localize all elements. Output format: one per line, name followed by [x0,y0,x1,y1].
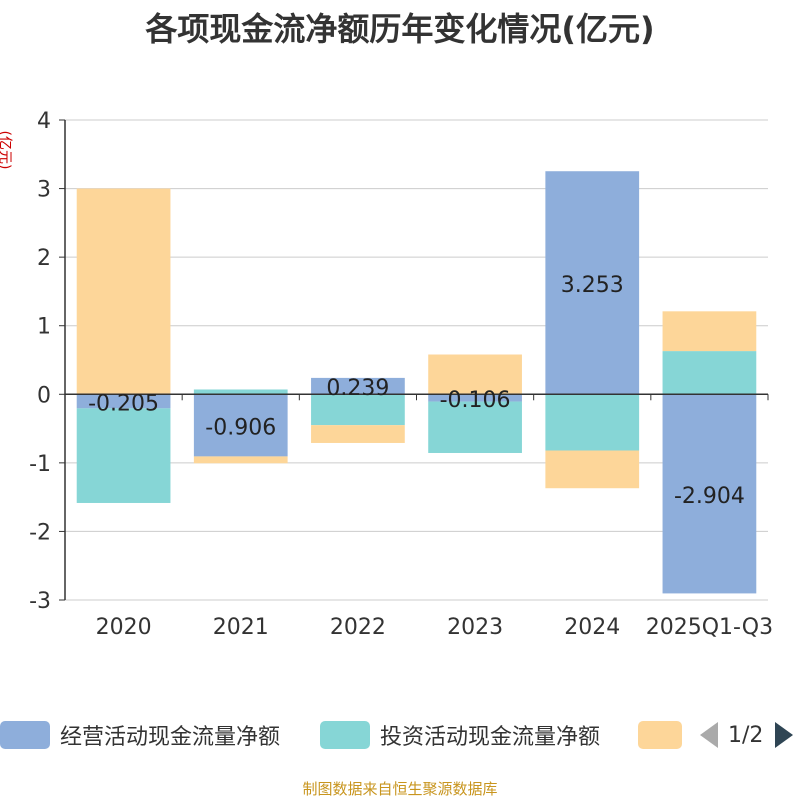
x-tick-label: 2022 [330,615,386,640]
bar-series-2-2021 [193,456,288,464]
x-tick-label: 2020 [96,615,152,640]
legend-swatch-operating [0,721,50,749]
chart-title: 各项现金流净额历年变化情况(亿元) [145,10,655,48]
data-label-2020: -0.205 [88,391,159,416]
bar-series-0-2024 [545,171,640,395]
bar-series-2-2025Q1-Q3 [662,311,757,352]
y-tick-label: -3 [29,589,51,614]
bar-series-1-2020 [76,408,171,503]
y-tick-label: 3 [37,178,51,203]
bar-series-2-2024 [545,450,640,489]
legend-item-operating[interactable]: 经营活动现金流量净额 [0,715,280,755]
data-source-note: 制图数据来自恒生聚源数据库 [302,780,498,798]
data-label-2025Q1-Q3: -2.904 [674,484,745,509]
x-tick-label: 2025Q1-Q3 [646,615,773,640]
y-tick-label: 0 [37,383,51,408]
y-tick-label: 1 [37,315,51,340]
legend-swatch-investing [320,721,370,749]
y-tick-label: -2 [29,520,51,545]
bar-series-2-2022 [311,425,405,443]
x-tick-label: 2024 [564,615,620,640]
y-tick-label: -1 [29,452,51,477]
legend-swatch-financing [638,721,682,749]
legend-prev-page-icon[interactable] [700,722,718,748]
legend-next-page-icon[interactable] [775,722,794,748]
bar-series-0-2021 [193,394,288,457]
data-label-2023: -0.106 [440,388,511,413]
bar-series-0-2022 [311,377,405,395]
x-tick-label: 2021 [213,615,269,640]
bar-series-2-2023 [428,354,522,395]
data-label-2021: -0.906 [205,415,276,440]
x-tick-label: 2023 [447,615,503,640]
bar-series-2-2020 [76,188,171,395]
legend-label-investing: 投资活动现金流量净额 [380,725,601,750]
y-tick-label: 2 [37,246,51,271]
chart-plot: -3 -2 -1 0 1 2 3 4 -0.205 -0.906 0.239 -0.106 3.253 -… [29,109,773,640]
bar-series-1-2023 [428,401,522,453]
legend-label-operating: 经营活动现金流量净额 [60,725,281,750]
legend-item-financing[interactable] [638,715,682,755]
legend-item-investing[interactable]: 投资活动现金流量净额 [320,715,600,755]
bar-series-1-2022 [311,394,405,426]
chart-legend: 经营活动现金流量净额 投资活动现金流量净额 1/2 [0,715,800,755]
data-label-2022: 0.239 [326,376,389,401]
bar-series-1-2024 [545,394,640,451]
data-label-2024: 3.253 [561,273,624,298]
bar-series-0-2023 [428,394,522,402]
legend-page-indicator: 1/2 [728,722,764,748]
bar-series-0-2020 [76,394,171,409]
legend-pager: 1/2 [700,715,794,755]
bar-series-1-2021 [193,389,288,395]
bar-series-1-2025Q1-Q3 [662,351,757,395]
y-tick-label: 4 [37,109,51,134]
bar-series-0-2025Q1-Q3 [662,394,757,594]
